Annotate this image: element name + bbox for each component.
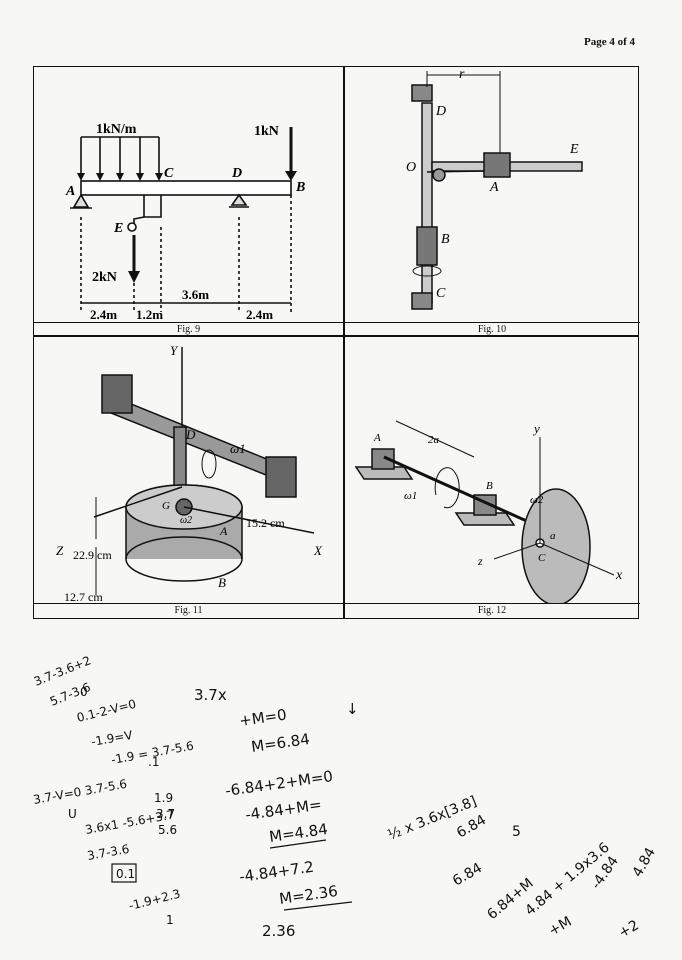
hw-note: 3.7 (156, 807, 175, 821)
fig11-dim-radius: 15.2 cm (246, 516, 285, 530)
hw-note: 3.7-V=0 3.7-5.6 (32, 777, 128, 807)
hw-note: 4.84 (630, 845, 659, 880)
fig11-dim-depth: 12.7 cm (64, 590, 103, 603)
hw-note: 5 (512, 824, 521, 840)
hw-note: 3.7-3.6 (86, 842, 130, 863)
fig12-label-a: A (373, 432, 381, 444)
fig9-beam-diagram: 1kN/m 1kN 2kN A B C D E 2.4m 1.2m 3.6m 2… (65, 122, 305, 322)
fig11-label-omega2: ω2 (180, 515, 192, 526)
hw-note: 3.7x (194, 686, 227, 704)
fig9-point-load-b-label: 1kN (254, 124, 279, 139)
fig10-label-c: C (436, 286, 446, 301)
hw-note: 0.1 (116, 867, 135, 881)
page-number: Page 4 of 4 (584, 36, 636, 48)
hw-note: 6.84 (454, 812, 489, 841)
fig10-label-o: O (406, 160, 416, 175)
fig9-dist-load-label: 1kN/m (96, 122, 137, 137)
fig12-label-c: C (538, 552, 546, 564)
fig12-label-small-a: a (550, 530, 556, 542)
fig11-label-d: D (185, 427, 196, 442)
hw-note: .1 (148, 755, 159, 769)
fig11-caption: Fig. 11 (34, 603, 343, 616)
fig9-point-b: B (295, 180, 305, 195)
fig12-shaft-disk-diagram: A 2a ω1 B y ω2 a C z x (354, 420, 623, 606)
figure-grid: 1kN/m 1kN 2kN A B C D E 2.4m 1.2m 3.6m 2… (33, 66, 640, 619)
fig10-label-d: D (435, 104, 446, 119)
fig12-label-z: z (477, 554, 483, 568)
fig9-dim-4: 2.4m (246, 307, 273, 322)
hw-note: 6.84 (450, 860, 485, 889)
fig11-label-omega1: ω1 (230, 441, 246, 456)
hw-note: -4.84+M= (244, 795, 323, 824)
fig9-point-load-e-label: 2kN (92, 270, 117, 285)
fig11-label-b: B (218, 575, 226, 590)
fig9-point-a: A (65, 184, 75, 199)
hw-note: -1.9+2.3 (127, 887, 181, 913)
hw-underline (283, 901, 353, 911)
fig12-label-2a: 2a (428, 434, 440, 446)
hw-underline (269, 839, 327, 849)
grid-divider-horizontal (34, 335, 638, 337)
hw-note: 0 (80, 685, 88, 699)
hw-note: 1 (166, 913, 174, 927)
fig9-dim-2: 1.2m (136, 307, 163, 322)
fig12-caption: Fig. 12 (344, 603, 640, 616)
fig10-label-b: B (441, 232, 450, 247)
hw-note: ↓ (346, 700, 359, 718)
hw-note: +M (546, 914, 575, 940)
fig12-label-omega1: ω1 (404, 490, 417, 502)
fig11-label-y: Y (170, 343, 179, 358)
fig11-label-a: A (219, 524, 228, 538)
hw-note: 1.9 (154, 791, 173, 805)
fig11-panel: Y D ω1 X Z G A B ω2 22.9 cm 15.2 cm 12.7… (34, 337, 343, 618)
hw-note: M=6.84 (250, 730, 311, 756)
fig11-dim-height: 22.9 cm (73, 548, 112, 562)
fig9-caption: Fig. 9 (34, 322, 343, 335)
fig9-point-d: D (231, 166, 242, 181)
fig12-label-y: y (532, 421, 540, 436)
hw-note: -4.84+7.2 (238, 858, 315, 886)
fig9-point-c: C (164, 166, 174, 181)
fig9-dim-3: 3.6m (182, 287, 209, 302)
fig9-point-e: E (113, 221, 123, 236)
hw-boxed-answer (111, 863, 137, 883)
hw-note: -1.9=V (90, 728, 134, 749)
fig9-dim-1: 2.4m (90, 307, 117, 322)
hw-note: 2.36 (262, 922, 295, 940)
fig10-panel: r D E O A B C Fig. 10 (344, 67, 640, 335)
fig11-disk-diagram: Y D ω1 X Z G A B ω2 22.9 cm 15.2 cm 12.7… (56, 343, 323, 604)
fig9-panel: 1kN/m 1kN 2kN A B C D E 2.4m 1.2m 3.6m 2… (34, 67, 343, 335)
grid-divider-vertical (343, 67, 345, 618)
handwritten-notes: 3.7-3.6+2 5.7-3.6 0 0.1-2-V=0 -1.9=V -1.… (32, 653, 659, 941)
hw-note: U (68, 807, 77, 821)
fig10-label-a: A (489, 180, 499, 195)
fig11-label-g: G (162, 500, 170, 512)
hw-note: +2 (616, 917, 642, 941)
fig10-shaft-diagram: r D E O A B C (406, 67, 583, 310)
hw-note: 5.6 (158, 823, 177, 837)
fig11-label-x: X (313, 543, 323, 558)
fig12-label-b: B (486, 480, 493, 492)
hw-note: 0.1-2-V=0 (75, 697, 137, 725)
fig12-label-omega2: ω2 (530, 494, 544, 506)
fig10-caption: Fig. 10 (344, 322, 640, 335)
fig10-label-e: E (569, 142, 579, 157)
fig11-label-z: Z (56, 543, 64, 558)
fig12-panel: A 2a ω1 B y ω2 a C z x Fig. 12 (344, 337, 640, 618)
hw-note: +M=0 (238, 706, 288, 730)
hw-note: M=4.84 (268, 820, 329, 846)
fig10-label-r: r (459, 67, 465, 82)
fig12-label-x: x (615, 568, 623, 583)
